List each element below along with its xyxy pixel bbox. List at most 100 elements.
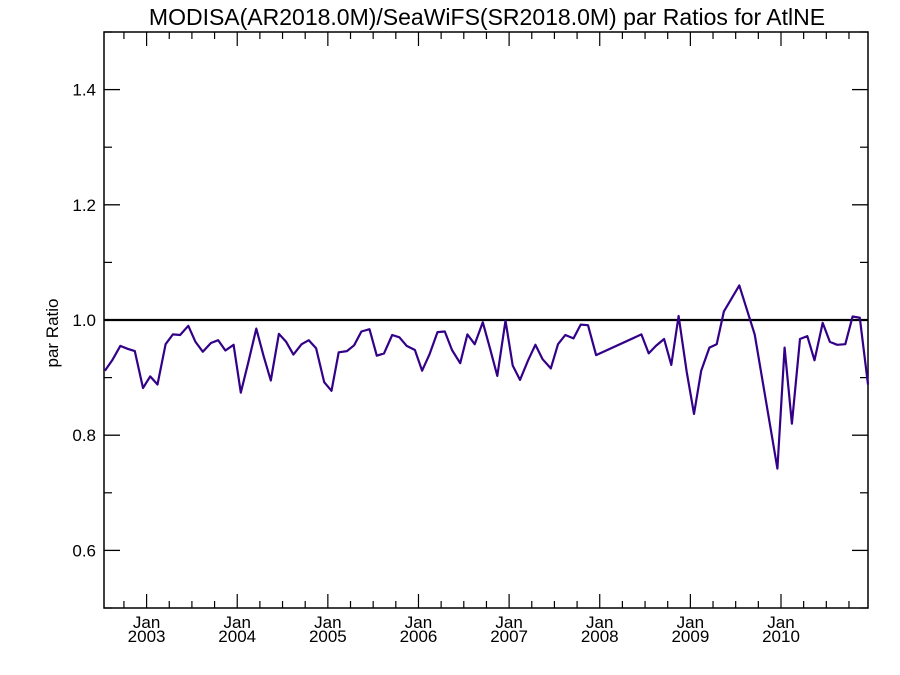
data-point (647, 352, 649, 354)
data-point (677, 315, 679, 317)
data-point (172, 333, 174, 335)
data-point (421, 369, 423, 371)
x-tick-label-month: Jan (133, 613, 160, 632)
x-tick-label-month: Jan (495, 613, 522, 632)
data-point (247, 362, 249, 364)
y-tick-label: 1.2 (72, 196, 96, 215)
x-tick-label-year: 2009 (671, 627, 709, 646)
data-point (360, 330, 362, 332)
data-point (405, 345, 407, 347)
data-point (527, 359, 529, 361)
axis-ticks: 0.60.81.01.21.4Jan2003Jan2004Jan2005Jan2… (72, 31, 868, 646)
data-point (376, 355, 378, 357)
x-tick-label-month: Jan (586, 613, 613, 632)
data-point (330, 390, 332, 392)
y-axis-label: par Ratio (43, 299, 62, 368)
data-point (451, 349, 453, 351)
x-tick-label-year: 2006 (400, 627, 438, 646)
data-point (292, 353, 294, 355)
data-point (715, 343, 717, 345)
data-point (813, 359, 815, 361)
data-point (194, 341, 196, 343)
data-point (156, 383, 158, 385)
x-tick-label-month: Jan (314, 613, 341, 632)
x-tick-label-year: 2003 (128, 627, 166, 646)
data-point (655, 345, 657, 347)
data-point (104, 369, 106, 371)
data-point (557, 343, 559, 345)
data-point (799, 338, 801, 340)
data-point (595, 354, 597, 356)
data-point (428, 353, 430, 355)
data-point (700, 369, 702, 371)
data-point (859, 316, 861, 318)
data-point (149, 375, 151, 377)
data-point (414, 349, 416, 351)
x-tick-label-year: 2008 (581, 627, 619, 646)
data-point (308, 339, 310, 341)
data-point (791, 422, 793, 424)
data-point (496, 375, 498, 377)
data-point (867, 383, 869, 385)
data-point (541, 358, 543, 360)
data-point (473, 343, 475, 345)
y-tick-label: 1.0 (72, 311, 96, 330)
y-tick-label: 0.8 (72, 426, 96, 445)
x-tick-label-year: 2010 (762, 627, 800, 646)
data-point (270, 379, 272, 381)
data-point (119, 345, 121, 347)
data-point (836, 344, 838, 346)
y-tick-label: 0.6 (72, 541, 96, 560)
data-point (300, 343, 302, 345)
data-point (550, 367, 552, 369)
data-point (519, 379, 521, 381)
data-point (708, 346, 710, 348)
x-tick-label-month: Jan (677, 613, 704, 632)
x-tick-label-month: Jan (767, 613, 794, 632)
data-point (187, 325, 189, 327)
data-point (398, 336, 400, 338)
data-point (466, 333, 468, 335)
data-point (224, 349, 226, 351)
x-tick-label-year: 2004 (218, 627, 256, 646)
data-point (829, 341, 831, 343)
data-point (255, 327, 257, 329)
y-tick-label: 1.4 (72, 81, 96, 100)
chart-title: MODISA(AR2018.0M)/SeaWiFS(SR2018.0M) par… (149, 4, 825, 30)
data-point (142, 387, 144, 389)
data-point (670, 364, 672, 366)
x-tick-label-month: Jan (405, 613, 432, 632)
data-point (346, 350, 348, 352)
data-point (436, 331, 438, 333)
data-point (315, 347, 317, 349)
data-point (564, 334, 566, 336)
data-point (134, 350, 136, 352)
data-point (776, 467, 778, 469)
data-point (534, 344, 536, 346)
data-point (738, 284, 740, 286)
data-point (111, 359, 113, 361)
data-point (459, 362, 461, 364)
data-point (572, 337, 574, 339)
data-point (210, 342, 212, 344)
data-point (391, 334, 393, 336)
data-point (587, 324, 589, 326)
data-point (663, 338, 665, 340)
data-point (202, 350, 204, 352)
data-point (262, 355, 264, 357)
data-point (285, 341, 287, 343)
data-point (640, 333, 642, 335)
data-point (164, 343, 166, 345)
data-point (580, 323, 582, 325)
data-point (383, 352, 385, 354)
data-point (179, 334, 181, 336)
data-point (783, 346, 785, 348)
data-points (104, 284, 869, 470)
data-point (338, 351, 340, 353)
x-tick-label-month: Jan (224, 613, 251, 632)
x-tick-label-year: 2007 (490, 627, 528, 646)
data-point (217, 339, 219, 341)
data-point (686, 371, 688, 373)
data-point (126, 348, 128, 350)
